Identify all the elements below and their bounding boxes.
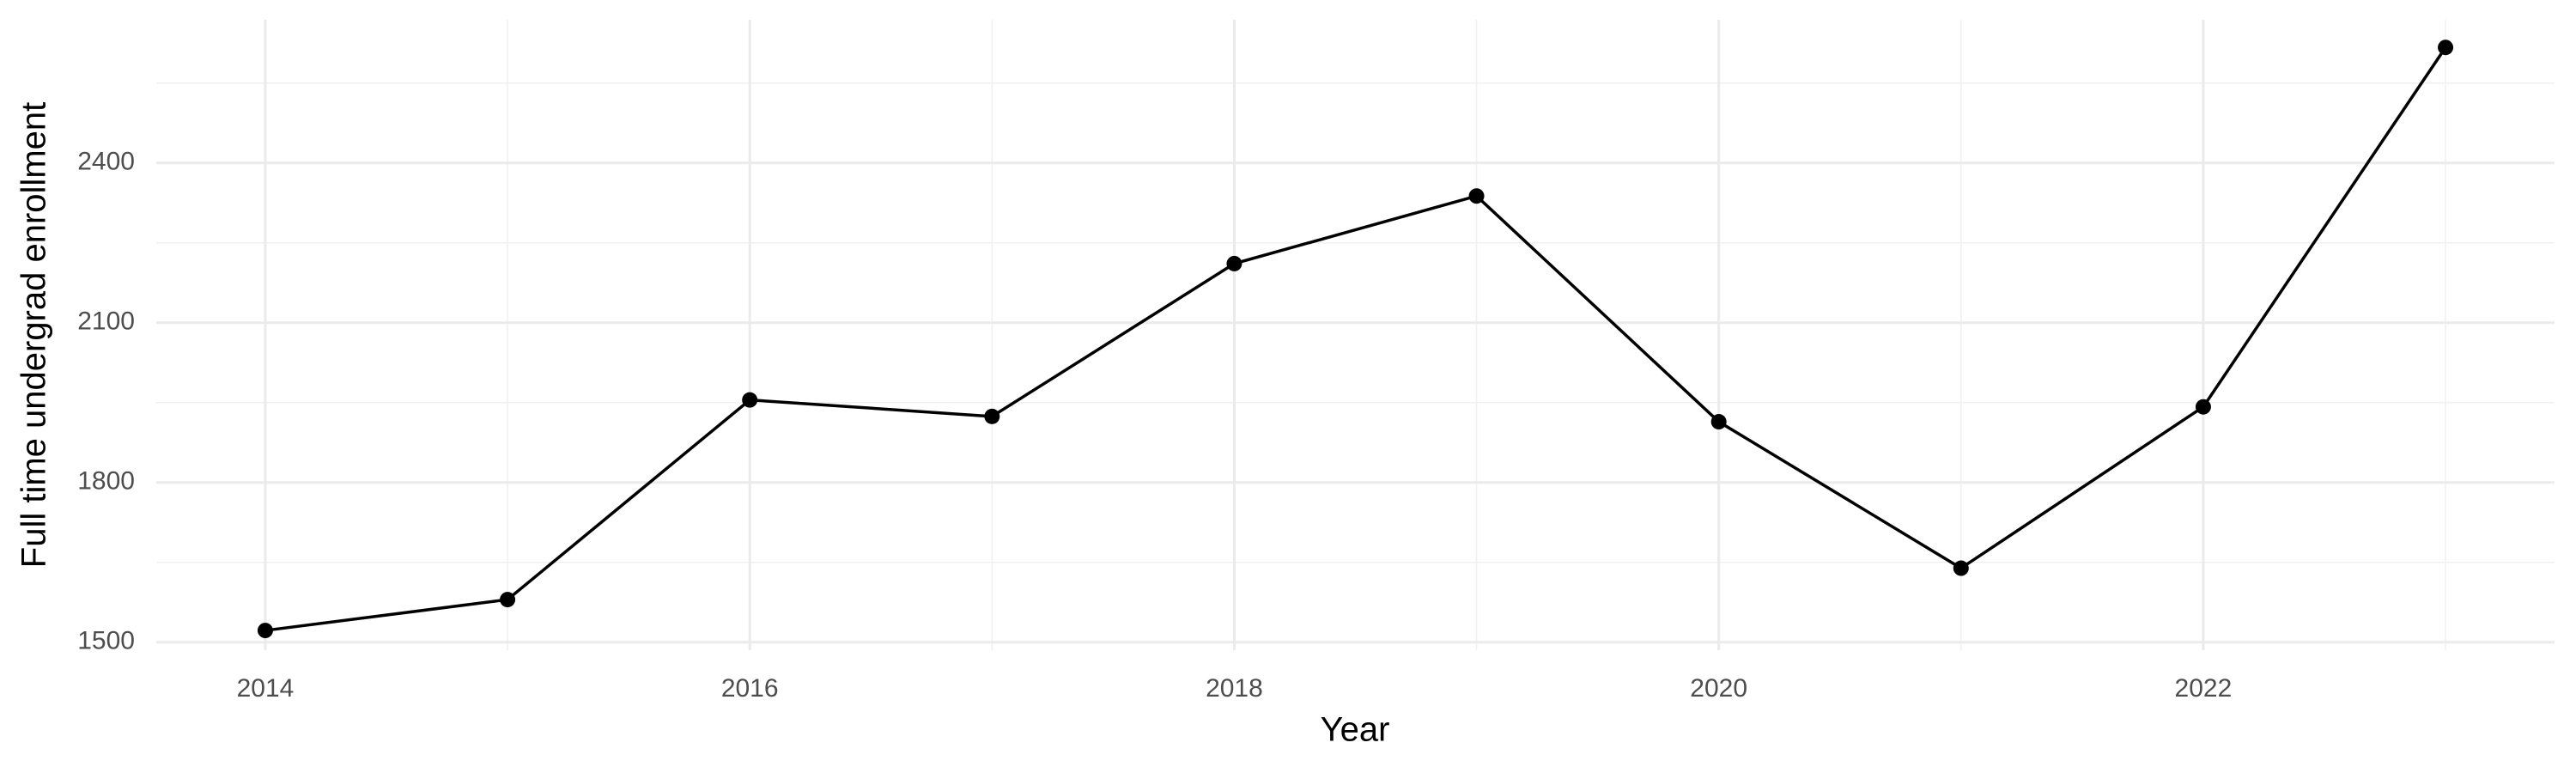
y-tick-label: 2400 [77, 148, 135, 176]
y-tick-label: 1500 [77, 627, 135, 655]
y-axis-title: Full time undergrad enrollment [15, 102, 53, 568]
point [1226, 255, 1242, 271]
point [1710, 414, 1727, 430]
x-tick-label: 2016 [721, 674, 779, 703]
point [2438, 40, 2454, 56]
line [264, 46, 2447, 632]
point [1953, 560, 1969, 576]
point [742, 392, 758, 408]
x-tick-label: 2014 [237, 674, 295, 703]
point [500, 592, 516, 608]
y-tick-label: 2100 [77, 307, 135, 336]
y-tick-label: 1800 [77, 467, 135, 496]
point [257, 623, 273, 639]
x-tick-label: 2018 [1206, 674, 1263, 703]
point [2195, 399, 2211, 415]
grid [156, 20, 2555, 650]
x-tick-label: 2022 [2175, 674, 2233, 703]
point [1468, 188, 1485, 204]
x-axis-title: Year [1321, 711, 1390, 749]
x-tick-label: 2020 [1690, 674, 1747, 703]
point [984, 408, 1000, 424]
